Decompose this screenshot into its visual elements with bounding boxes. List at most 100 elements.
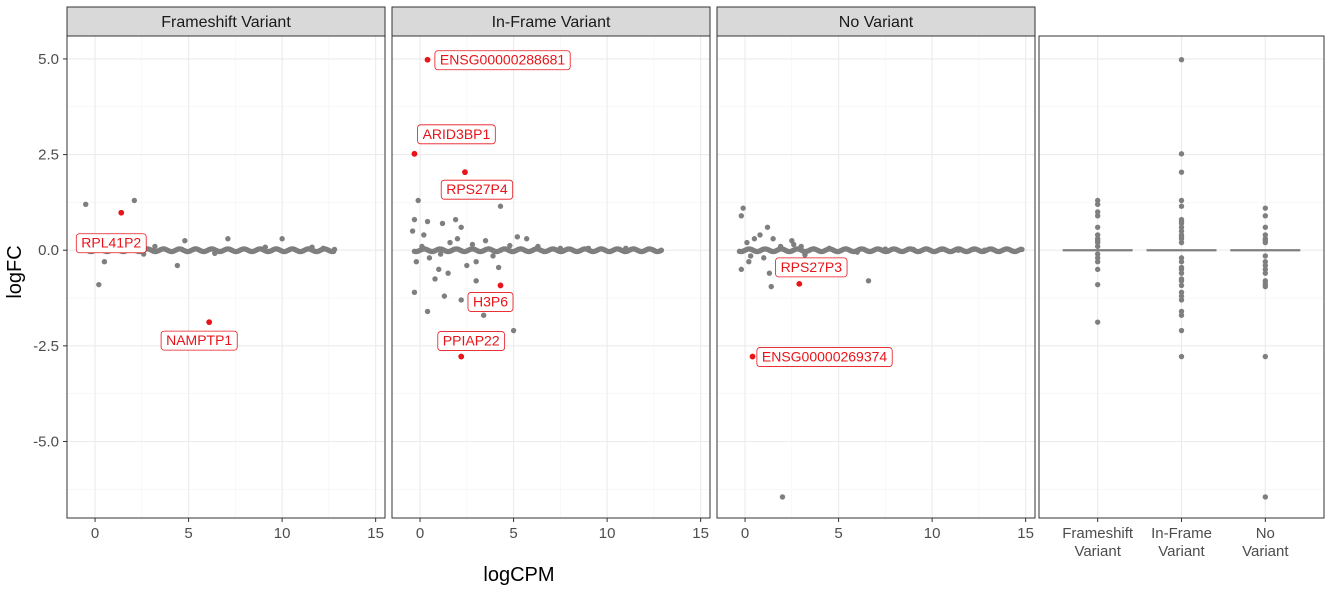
x-tick-label: In-Frame [1151,525,1212,542]
data-point [279,236,285,242]
highlight-point [462,169,468,176]
outlier-point [1178,308,1185,315]
outlier-point [1178,228,1185,234]
data-point [413,258,420,265]
gene-label: ENSG00000288681 [434,50,571,71]
data-point [738,266,745,273]
highlight-point [796,280,803,287]
gene-label-box [437,331,506,351]
outlier-point [1094,281,1101,288]
data-point [436,266,442,273]
outlier-point [1094,201,1101,208]
y-tick-label: 2.5 [38,147,59,164]
data-point [415,197,421,204]
gene-label-box [160,330,238,351]
points-layer [83,56,1301,500]
data-point [798,243,804,250]
data-point [101,258,108,265]
data-point [740,205,746,211]
outlier-point [1094,243,1101,250]
outlier-point [1262,224,1269,230]
outlier-point [1178,169,1185,175]
data-point [452,216,459,223]
data-point [510,327,517,334]
data-point [738,213,745,219]
x-axis-title: logCPM [483,564,554,586]
data-point [441,293,448,299]
outlier-point [1178,239,1185,246]
outlier-point [1094,266,1101,273]
x-tick-label: 5 [509,525,517,542]
outlier-point [1262,253,1269,259]
facet-strip [716,6,1036,37]
outlier-point [1262,283,1269,290]
data-point [437,251,444,257]
data-point [514,234,521,240]
outlier-point [1178,57,1185,63]
data-point [445,270,451,276]
data-point [131,197,138,204]
gene-label-text: RPL41P2 [81,235,141,251]
x-tick-label: Variant [1158,543,1205,560]
outlier-point [1094,319,1101,325]
data-point [182,237,188,244]
outlier-point [1178,224,1185,230]
outlier-point [1094,213,1101,219]
gene-label-text: RPS27P3 [781,259,843,275]
data-point [426,255,433,261]
outlier-point [1262,262,1269,269]
gene-label-text: H3P6 [473,293,508,309]
gene-label: NAMPTP1 [160,330,238,351]
data-point [523,236,530,242]
outlier-point [1178,327,1185,334]
data-point [854,249,860,255]
data-point [882,246,889,252]
panel-background [67,36,385,518]
outlier-point [1262,494,1269,500]
data-point [409,228,416,234]
x-tick-label: Frameshift [1062,525,1134,542]
data-point [174,262,181,269]
data-point [770,236,776,242]
x-tick-label: 10 [599,525,616,542]
gene-label-text: NAMPTP1 [166,332,232,348]
gene-label-layer: RPL41P2 NAMPTP1 ENSG00000288681 ARID3BP1 RPS… [75,50,893,367]
y-axis-title: logFC [4,245,26,298]
outlier-point [1178,282,1185,289]
data-point [411,216,418,223]
outlier-point [1178,270,1185,276]
outlier-point [1262,266,1269,273]
x-tick-label: 0 [91,525,99,542]
x-tick-label: 15 [1017,525,1034,542]
panel-border [391,35,711,519]
tick-layer: 0 5 10 15 0 5 10 15 0 5 10 15 FrameshiftVariantIn-Fr… [33,51,1289,560]
data-point [152,243,158,250]
outlier-point [1178,297,1185,303]
panel-border [716,35,1036,519]
outlier-point [1262,205,1269,211]
data-point [557,245,564,252]
data-point [802,252,808,258]
x-tick-label: 5 [184,525,192,542]
gene-label-box [756,347,893,367]
data-point [790,241,797,248]
outlier-point [1094,251,1101,257]
gene-label: ARID3BP1 [417,124,496,145]
data-point [473,258,479,265]
x-tick-label: Variant [1074,543,1121,560]
data-point [469,241,476,248]
facet-strip [66,6,386,37]
data-point [454,236,461,242]
data-point [490,253,496,259]
data-point [432,276,438,282]
data-point [865,278,872,284]
data-point [320,245,326,252]
x-tick-label: 0 [741,525,749,542]
data-point [83,201,89,208]
data-point [507,242,513,249]
data-point [480,312,487,318]
highlight-point [424,56,431,63]
outlier-point [1178,353,1185,360]
highlight-point [206,319,213,326]
